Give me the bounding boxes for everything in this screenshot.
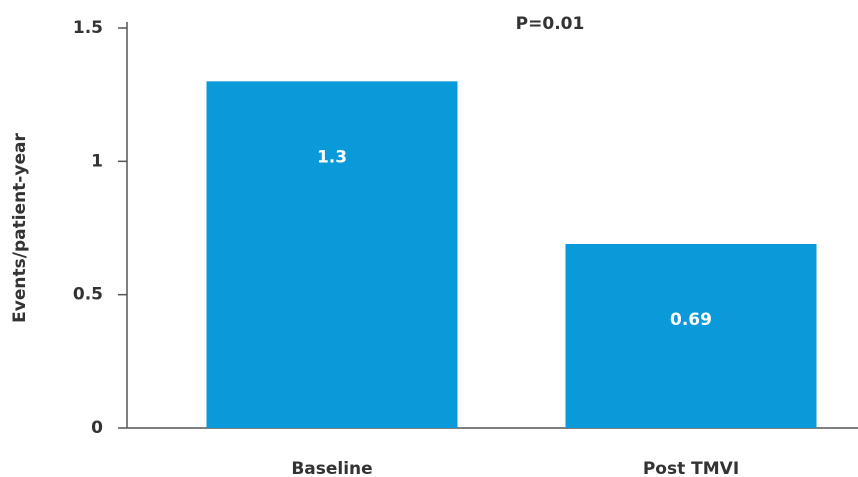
bar bbox=[206, 81, 458, 428]
y-tick-label: 0 bbox=[91, 418, 103, 438]
bar bbox=[565, 244, 817, 428]
value-label: 1.3 bbox=[317, 147, 347, 167]
value-label: 0.69 bbox=[670, 310, 712, 330]
x-tick-label: Post TMVI bbox=[643, 459, 739, 477]
y-tick-label: 1.5 bbox=[73, 18, 103, 38]
y-axis-label: Events/patient-year bbox=[10, 133, 30, 323]
y-tick-label: 1 bbox=[91, 151, 103, 171]
annotation: P=0.01 bbox=[516, 14, 585, 34]
x-tick-label: Baseline bbox=[291, 459, 372, 477]
y-tick-label: 0.5 bbox=[73, 285, 103, 305]
